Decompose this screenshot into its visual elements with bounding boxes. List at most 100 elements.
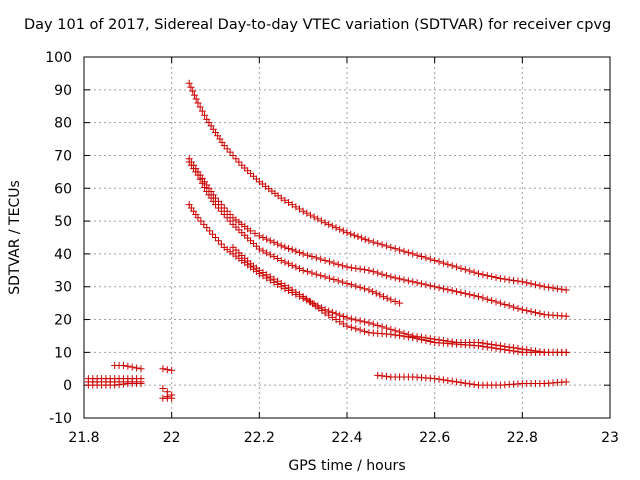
data-point: [308, 269, 316, 277]
data-point: [281, 196, 289, 204]
data-point: [192, 95, 200, 103]
data-point: [277, 194, 285, 202]
data-point: [206, 227, 214, 235]
data-point: [457, 289, 465, 297]
data-point: [369, 288, 377, 296]
data-point: [251, 229, 259, 237]
data-point: [396, 299, 404, 307]
data-point: [325, 274, 333, 282]
data-point: [201, 111, 209, 119]
data-point: [296, 265, 304, 273]
x-tick-label: 22.6: [419, 430, 450, 446]
data-point: [404, 333, 412, 341]
data-point: [479, 294, 487, 302]
data-point: [159, 384, 167, 392]
data-point: [439, 259, 447, 267]
x-tick-label: 22.4: [331, 430, 362, 446]
data-markers: [84, 79, 570, 402]
data-point: [383, 294, 391, 302]
data-point: [369, 320, 377, 328]
data-point: [168, 366, 176, 374]
data-point: [483, 272, 491, 280]
data-point: [343, 229, 351, 237]
y-tick-label: 50: [54, 214, 72, 230]
data-point: [198, 179, 206, 187]
x-tick-label: 22.2: [244, 430, 275, 446]
data-point: [387, 243, 395, 251]
data-point: [263, 271, 271, 279]
data-point: [365, 237, 373, 245]
data-point: [220, 211, 228, 219]
data-point: [201, 183, 209, 191]
data-point: [510, 276, 518, 284]
data-point: [470, 268, 478, 276]
data-point: [226, 217, 234, 225]
x-tick-label: 22: [163, 430, 181, 446]
data-point: [418, 253, 426, 261]
data-point: [288, 286, 296, 294]
data-point: [281, 282, 289, 290]
y-tick-label: 0: [63, 378, 72, 394]
data-point: [372, 289, 380, 297]
data-point: [312, 270, 320, 278]
data-point: [339, 227, 347, 235]
data-point: [330, 259, 338, 267]
data-point: [514, 277, 522, 285]
data-point: [196, 175, 204, 183]
data-point: [336, 225, 344, 233]
data-point: [310, 213, 318, 221]
grid: [84, 57, 610, 418]
data-point: [453, 288, 461, 296]
data-point: [168, 394, 176, 402]
data-point: [422, 254, 430, 262]
data-point: [277, 256, 285, 264]
data-point: [545, 283, 553, 291]
data-point: [299, 207, 307, 215]
data-point: [212, 234, 219, 241]
data-point: [343, 314, 351, 322]
x-tick-label: 23: [601, 430, 619, 446]
data-point: [409, 250, 417, 258]
data-point: [361, 327, 369, 335]
data-point: [396, 246, 404, 254]
data-point: [400, 276, 408, 284]
data-point: [448, 262, 456, 270]
data-point: [194, 214, 202, 222]
series-cluster-22-b: [159, 384, 176, 402]
data-point: [330, 276, 338, 284]
data-point: [321, 256, 329, 264]
data-point: [314, 215, 322, 223]
data-point: [444, 286, 452, 294]
data-point: [217, 201, 225, 209]
data-point: [292, 288, 300, 296]
data-point: [308, 253, 316, 261]
data-point: [332, 316, 340, 324]
data-point: [374, 269, 382, 277]
data-point: [492, 274, 500, 282]
data-point: [137, 365, 145, 373]
data-point: [190, 91, 198, 99]
series-cluster-22-a: [159, 365, 176, 374]
data-point: [285, 198, 293, 206]
data-point: [334, 277, 342, 285]
data-point: [317, 272, 325, 280]
data-point: [212, 201, 219, 209]
data-point: [562, 348, 570, 356]
data-point: [400, 247, 408, 255]
data-point: [347, 281, 355, 289]
data-point: [453, 378, 461, 386]
data-point: [352, 316, 360, 324]
data-point: [200, 220, 208, 228]
data-point: [288, 246, 296, 254]
data-point: [203, 224, 211, 232]
data-point: [274, 277, 282, 285]
data-point: [369, 268, 377, 276]
data-point: [124, 362, 132, 370]
y-tick-label: 100: [45, 50, 72, 66]
x-axis-label: GPS time / hours: [288, 458, 405, 474]
data-point: [496, 275, 504, 283]
y-tick-label: 40: [54, 247, 72, 263]
data-point: [466, 267, 474, 275]
data-point: [347, 315, 355, 323]
